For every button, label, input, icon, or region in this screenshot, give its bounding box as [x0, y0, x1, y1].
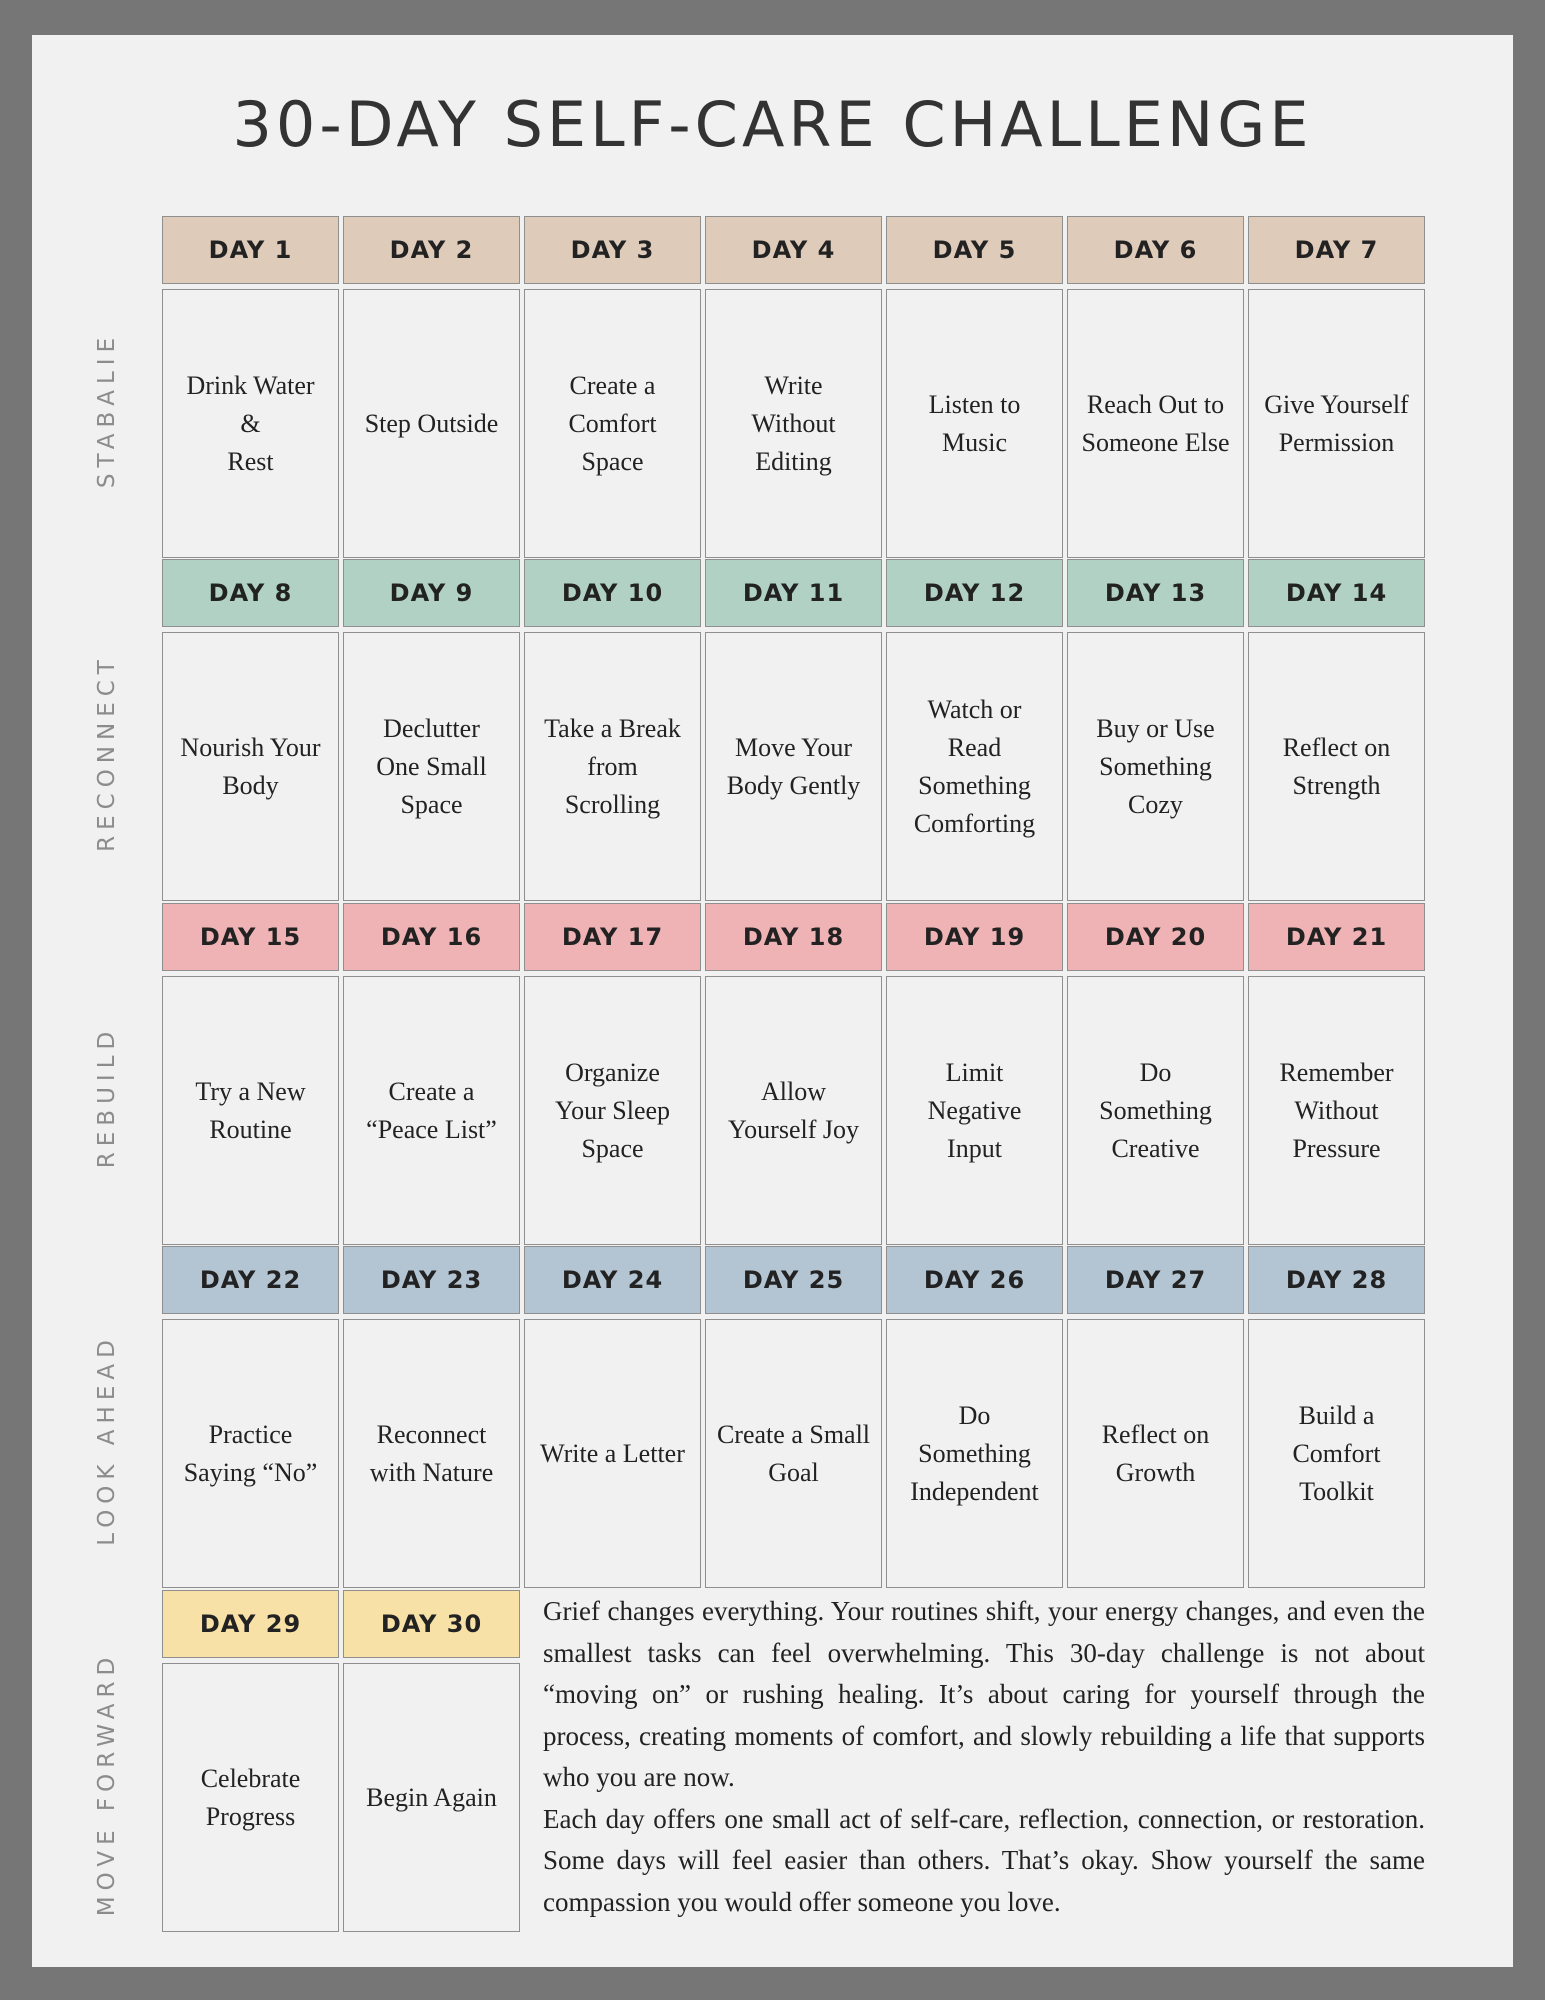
day-header: DAY 15 — [162, 903, 339, 971]
intro-paragraph-1: Grief changes everything. Your routines … — [543, 1596, 1425, 1792]
day-header: DAY 27 — [1067, 1246, 1244, 1314]
day-task-cell: Listen to Music — [886, 289, 1063, 558]
day-task-cell: Organize Your Sleep Space — [524, 976, 701, 1245]
day-task-cell: Begin Again — [343, 1663, 520, 1932]
intro-text: Grief changes everything. Your routines … — [543, 1591, 1425, 1923]
day-task-cell: Create a Small Goal — [705, 1319, 882, 1588]
intro-paragraph-2: Each day offers one small act of self-ca… — [543, 1803, 1425, 1917]
day-header: DAY 18 — [705, 903, 882, 971]
day-header: DAY 13 — [1067, 559, 1244, 627]
day-task-cell: Nourish Your Body — [162, 632, 339, 901]
section-label-stabalie: STABALIE — [94, 331, 120, 489]
day-task-cell: Write Without Editing — [705, 289, 882, 558]
day-task-cell: Limit Negative Input — [886, 976, 1063, 1245]
day-task-cell: Reflect on Strength — [1248, 632, 1425, 901]
day-header: DAY 7 — [1248, 216, 1425, 284]
day-header: DAY 12 — [886, 559, 1063, 627]
day-header: DAY 8 — [162, 559, 339, 627]
day-header: DAY 16 — [343, 903, 520, 971]
section-label-move-forward: MOVE FORWARD — [94, 1651, 120, 1917]
day-task-cell: Remember Without Pressure — [1248, 976, 1425, 1245]
day-header: DAY 21 — [1248, 903, 1425, 971]
day-task-cell: Try a New Routine — [162, 976, 339, 1245]
day-task-cell: Watch or Read Something Comforting — [886, 632, 1063, 901]
day-header: DAY 6 — [1067, 216, 1244, 284]
day-task-cell: Do Something Independent — [886, 1319, 1063, 1588]
day-header: DAY 24 — [524, 1246, 701, 1314]
day-header: DAY 26 — [886, 1246, 1063, 1314]
day-header: DAY 4 — [705, 216, 882, 284]
day-task-cell: Reflect on Growth — [1067, 1319, 1244, 1588]
day-header: DAY 30 — [343, 1590, 520, 1658]
day-task-cell: Write a Letter — [524, 1319, 701, 1588]
day-task-cell: Take a Break from Scrolling — [524, 632, 701, 901]
section-label-reconnect: RECONNECT — [94, 654, 120, 852]
day-header: DAY 1 — [162, 216, 339, 284]
day-task-cell: Move Your Body Gently — [705, 632, 882, 901]
day-task-cell: Step Outside — [343, 289, 520, 558]
day-task-cell: Allow Yourself Joy — [705, 976, 882, 1245]
day-header: DAY 2 — [343, 216, 520, 284]
day-header: DAY 10 — [524, 559, 701, 627]
page-title: 30-DAY SELF-CARE CHALLENGE — [232, 88, 1313, 161]
day-header: DAY 11 — [705, 559, 882, 627]
day-header: DAY 29 — [162, 1590, 339, 1658]
day-header: DAY 14 — [1248, 559, 1425, 627]
day-task-cell: Buy or Use Something Cozy — [1067, 632, 1244, 901]
day-header: DAY 9 — [343, 559, 520, 627]
day-header: DAY 3 — [524, 216, 701, 284]
day-header: DAY 20 — [1067, 903, 1244, 971]
day-task-cell: Create a Comfort Space — [524, 289, 701, 558]
day-header: DAY 5 — [886, 216, 1063, 284]
day-task-cell: Celebrate Progress — [162, 1663, 339, 1932]
day-task-cell: Declutter One Small Space — [343, 632, 520, 901]
day-task-cell: Reach Out to Someone Else — [1067, 289, 1244, 558]
day-task-cell: Drink Water & Rest — [162, 289, 339, 558]
section-label-rebuild: REBUILD — [94, 1025, 120, 1169]
day-task-cell: Give Yourself Permission — [1248, 289, 1425, 558]
day-task-cell: Create a “Peace List” — [343, 976, 520, 1245]
day-task-cell: Practice Saying “No” — [162, 1319, 339, 1588]
day-header: DAY 25 — [705, 1246, 882, 1314]
day-header: DAY 23 — [343, 1246, 520, 1314]
day-header: DAY 19 — [886, 903, 1063, 971]
day-task-cell: Do Something Creative — [1067, 976, 1244, 1245]
day-header: DAY 28 — [1248, 1246, 1425, 1314]
day-header: DAY 22 — [162, 1246, 339, 1314]
day-header: DAY 17 — [524, 903, 701, 971]
section-label-look-ahead: LOOK AHEAD — [94, 1334, 120, 1546]
day-task-cell: Reconnect with Nature — [343, 1319, 520, 1588]
day-task-cell: Build a Comfort Toolkit — [1248, 1319, 1425, 1588]
